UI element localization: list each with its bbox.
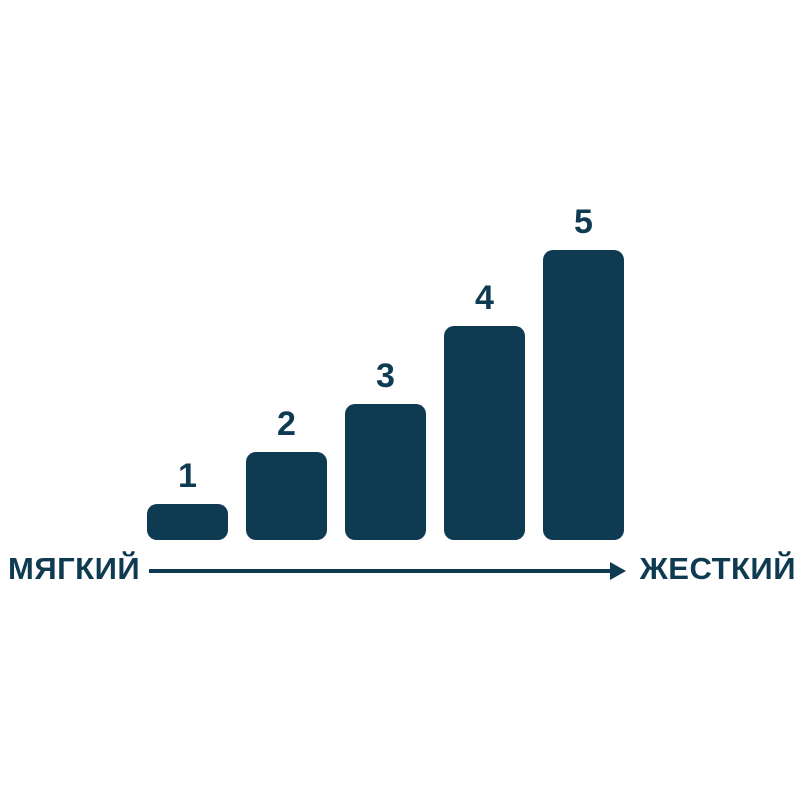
bar-value-label: 1 — [178, 457, 197, 495]
bar — [246, 452, 327, 540]
axis: МЯГКИЙ ЖЕСТКИЙ — [8, 551, 796, 585]
bar-value-label: 2 — [277, 405, 296, 443]
arrow-right-icon — [149, 569, 611, 573]
bar-group: 1 2 3 4 5 — [147, 205, 624, 540]
bar-column: 4 — [444, 281, 525, 540]
bar-column: 2 — [246, 407, 327, 540]
axis-label-soft: МЯГКИЙ — [8, 550, 141, 586]
axis-label-hard: ЖЕСТКИЙ — [639, 550, 796, 586]
bar-value-label: 4 — [475, 279, 494, 317]
bar-column: 5 — [543, 205, 624, 540]
bar-value-label: 5 — [574, 203, 593, 241]
bar-column: 3 — [345, 359, 426, 540]
bar — [444, 326, 525, 540]
bar-value-label: 3 — [376, 357, 395, 395]
bar-column: 1 — [147, 459, 228, 540]
bar — [345, 404, 426, 540]
bar — [147, 504, 228, 540]
bar — [543, 250, 624, 540]
